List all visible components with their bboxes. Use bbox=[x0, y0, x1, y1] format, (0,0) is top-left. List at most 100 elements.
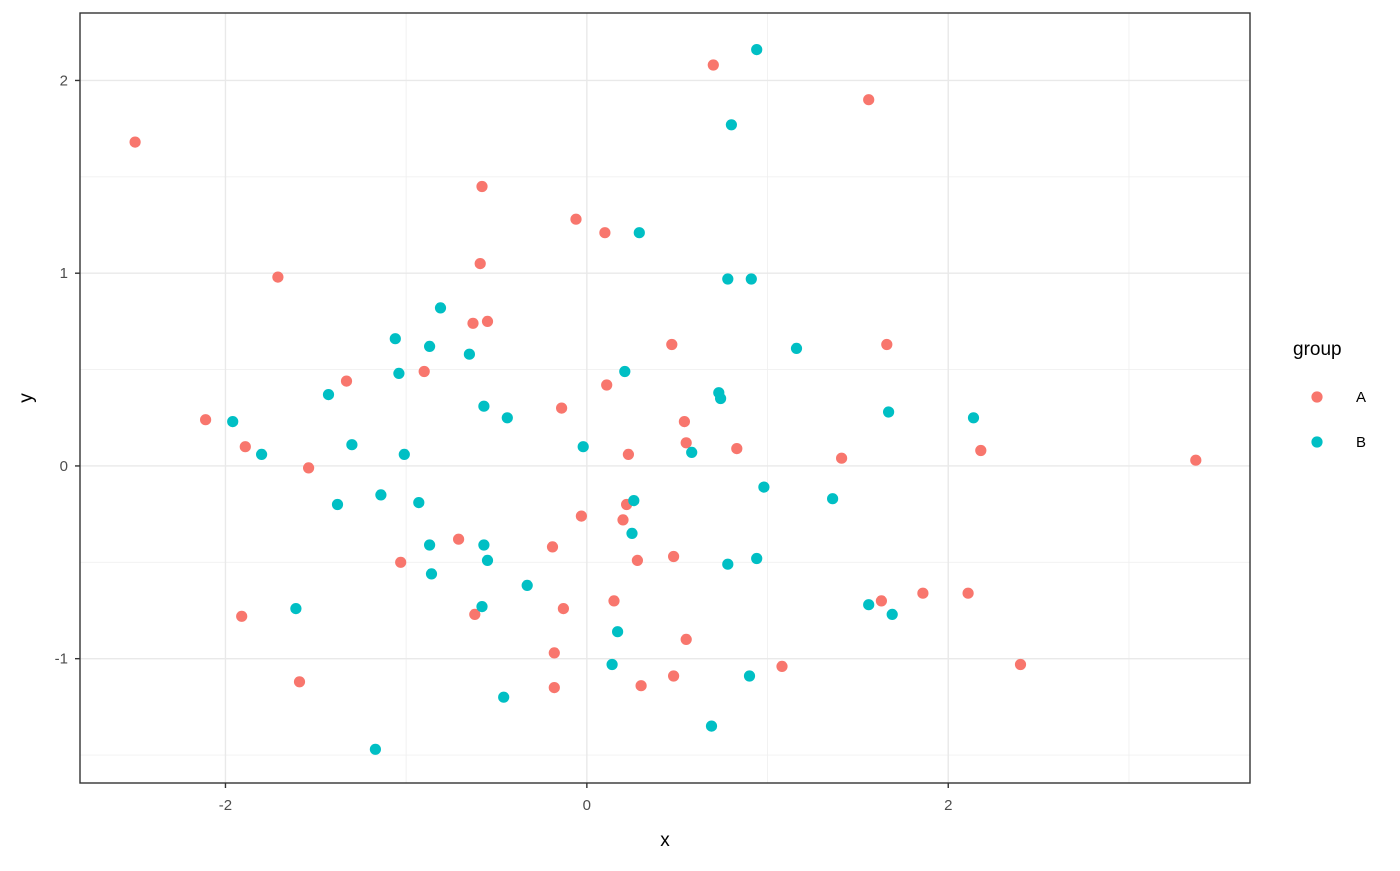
major-gridlines bbox=[80, 13, 1250, 783]
data-point-A bbox=[731, 443, 743, 455]
data-point-B bbox=[424, 340, 436, 352]
data-point-A bbox=[608, 595, 620, 607]
data-point-A bbox=[200, 414, 212, 426]
data-point-B bbox=[619, 365, 631, 378]
data-point-A bbox=[680, 633, 692, 646]
data-point-B bbox=[686, 446, 698, 458]
data-point-A bbox=[467, 317, 479, 329]
data-point-B bbox=[715, 392, 727, 405]
data-point-A bbox=[917, 587, 929, 599]
legend-item-A: A bbox=[1311, 389, 1366, 406]
data-point-B bbox=[886, 608, 898, 621]
data-point-A bbox=[395, 556, 407, 568]
y-axis-title: y bbox=[16, 393, 37, 403]
y-tick-label-1: 1 bbox=[60, 265, 68, 282]
data-point-B bbox=[463, 348, 475, 360]
data-point-B bbox=[967, 412, 980, 424]
axis-tick-labels: -2 0 2 -1 0 1 2 bbox=[55, 72, 953, 814]
data-point-A bbox=[601, 379, 613, 391]
legend-title: group bbox=[1293, 339, 1342, 360]
data-point-A bbox=[666, 338, 678, 351]
data-point-B bbox=[705, 720, 718, 732]
data-point-A bbox=[272, 271, 284, 283]
legend: group AB bbox=[1293, 339, 1366, 451]
data-point-A bbox=[236, 610, 248, 622]
data-point-B bbox=[256, 448, 268, 460]
data-point-A bbox=[548, 682, 560, 694]
y-tick-label-0: 0 bbox=[60, 458, 68, 475]
data-point-A bbox=[863, 94, 875, 106]
y-tick-label--1: -1 bbox=[55, 651, 68, 668]
data-point-A bbox=[1190, 454, 1202, 466]
data-point-A bbox=[631, 554, 644, 567]
data-point-B bbox=[346, 439, 358, 451]
data-point-B bbox=[626, 527, 638, 540]
data-point-B bbox=[290, 603, 302, 615]
data-point-A bbox=[875, 595, 888, 607]
data-point-A bbox=[481, 315, 494, 327]
data-point-B bbox=[478, 539, 490, 551]
data-point-A bbox=[570, 213, 582, 225]
data-point-B bbox=[745, 273, 757, 285]
data-point-B bbox=[628, 495, 640, 507]
y-tick-label-2: 2 bbox=[60, 72, 68, 89]
data-point-A bbox=[418, 365, 430, 378]
data-point-B bbox=[883, 406, 895, 418]
data-point-A bbox=[556, 402, 568, 414]
data-point-B bbox=[369, 743, 381, 755]
data-point-B bbox=[227, 416, 239, 428]
x-tick-label-0: 0 bbox=[583, 797, 591, 814]
data-point-B bbox=[434, 302, 447, 314]
data-point-B bbox=[790, 342, 803, 354]
data-point-B bbox=[476, 601, 488, 613]
legend-item-B: B bbox=[1311, 434, 1366, 451]
data-point-B bbox=[375, 489, 387, 501]
data-point-B bbox=[424, 539, 436, 551]
x-tick-label--2: -2 bbox=[219, 797, 232, 814]
legend-key-A bbox=[1311, 391, 1323, 403]
data-point-A bbox=[469, 608, 481, 621]
data-point-A bbox=[680, 437, 692, 449]
data-point-A bbox=[622, 448, 635, 460]
data-point-B bbox=[863, 599, 875, 611]
data-point-B bbox=[498, 691, 510, 703]
legend-key-B bbox=[1311, 436, 1323, 448]
data-point-A bbox=[546, 541, 559, 553]
data-point-B bbox=[389, 333, 401, 345]
data-point-A bbox=[836, 452, 848, 464]
legend-label-A: A bbox=[1356, 389, 1366, 406]
data-point-B bbox=[722, 558, 734, 570]
data-point-A bbox=[340, 375, 353, 387]
data-point-B bbox=[322, 389, 335, 401]
data-point-B bbox=[393, 367, 405, 379]
data-point-A bbox=[476, 180, 488, 193]
data-point-A bbox=[293, 676, 306, 688]
data-point-B bbox=[398, 448, 410, 460]
data-point-B bbox=[425, 568, 438, 580]
data-point-B bbox=[758, 481, 770, 493]
data-point-B bbox=[501, 412, 513, 424]
minor-gridlines bbox=[80, 13, 1250, 783]
x-axis-title: x bbox=[660, 830, 670, 851]
legend-items: AB bbox=[1311, 389, 1366, 451]
x-tick-label-2: 2 bbox=[944, 797, 952, 814]
data-point-B bbox=[612, 626, 624, 638]
data-point-B bbox=[725, 119, 738, 131]
data-point-A bbox=[599, 227, 611, 239]
data-point-A bbox=[668, 670, 680, 682]
data-point-B bbox=[521, 579, 533, 592]
data-point-A bbox=[575, 510, 588, 522]
data-point-A bbox=[776, 660, 788, 673]
data-point-B bbox=[413, 497, 425, 509]
data-point-A bbox=[557, 603, 570, 615]
data-point-A bbox=[239, 441, 251, 453]
data-point-A bbox=[678, 416, 691, 428]
data-point-B bbox=[743, 670, 756, 682]
data-point-A bbox=[129, 136, 141, 148]
panel-border bbox=[79, 12, 1251, 784]
data-points bbox=[129, 44, 1202, 755]
data-point-B bbox=[331, 498, 344, 511]
data-point-B bbox=[481, 554, 494, 567]
